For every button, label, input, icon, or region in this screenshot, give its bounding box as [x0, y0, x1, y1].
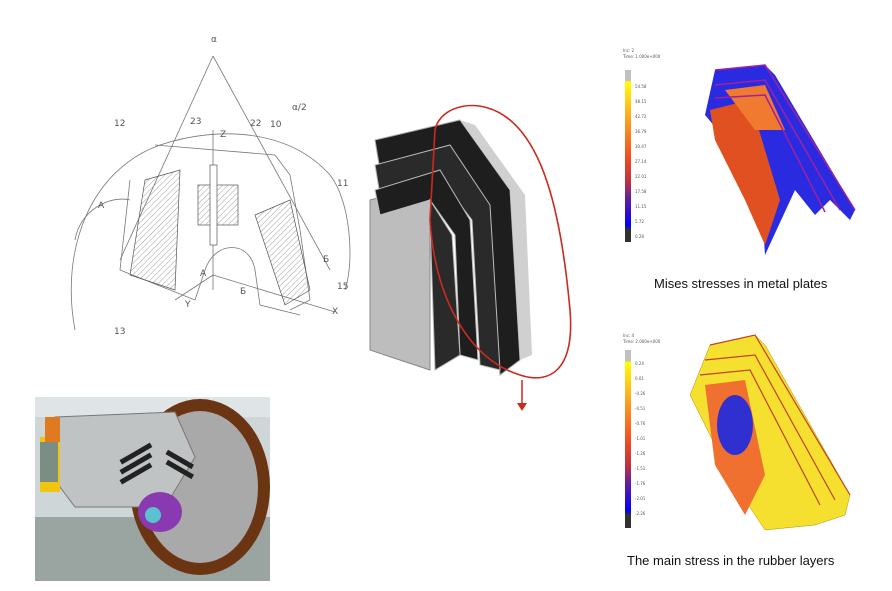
label-alpha: α — [211, 35, 217, 45]
label-alpha-half: α/2 — [292, 103, 307, 113]
fem-rubber-layers: Inc: 4 Time: 2.000e+000 0.24 0.01 -0.26 -0.… — [622, 333, 851, 531]
legend-tick: -1.26 — [635, 451, 646, 456]
base-plate — [369, 184, 431, 371]
label-z: Z — [220, 130, 226, 140]
fem-header-time: Time: 2.000e+000 — [622, 339, 661, 344]
label-12: 12 — [114, 119, 125, 129]
legend-tick: -2.26 — [635, 511, 646, 516]
legend-tick: 54.58 — [635, 84, 647, 89]
legend-tick: 27.14 — [635, 159, 647, 164]
label-a1: A — [98, 201, 105, 211]
legend-tick: 0.24 — [635, 361, 644, 366]
suspension-render — [35, 397, 270, 581]
rubber-stack-left — [129, 169, 181, 291]
legend-tick: -1.76 — [635, 481, 646, 486]
legend-tick: -1.51 — [635, 466, 646, 471]
label-11: 11 — [337, 179, 348, 189]
legend-tick: -0.26 — [635, 391, 646, 396]
legend-tick: 30.47 — [635, 144, 647, 149]
pin — [209, 164, 218, 246]
fem-header-inc: Inc: 2 — [623, 48, 635, 53]
center-block — [197, 184, 239, 226]
label-13: 13 — [114, 327, 125, 337]
label-y: Y — [184, 300, 191, 310]
rubber-stack — [119, 442, 194, 485]
color-scale — [625, 350, 631, 528]
label-22: 22 — [250, 119, 261, 129]
legend-tick: 5.72 — [635, 219, 644, 224]
legend-tick: 48.15 — [635, 99, 647, 104]
highlight-outline — [429, 104, 572, 379]
technical-drawing: α α/2 12 23 Z 22 10 11 A A Б Б 15 13 Y X — [70, 35, 351, 337]
label-x: X — [332, 307, 338, 317]
legend-tick: -2.01 — [635, 496, 646, 501]
legend-tick: 42.72 — [635, 114, 647, 119]
legend-tick: 11.15 — [635, 204, 647, 209]
legend-tick: 0.01 — [635, 376, 644, 381]
legend-tick: -0.51 — [635, 406, 646, 411]
legend-tick: -1.01 — [635, 436, 646, 441]
rubber-stack-right — [254, 199, 311, 306]
legend-tick: 17.58 — [635, 189, 647, 194]
layered-bearing-model — [369, 104, 572, 411]
fem-metal-plates: Inc: 2 Time: 1.000e+000 54.58 48.15 42.72 3… — [622, 48, 856, 255]
legend-tick: 0.28 — [635, 234, 644, 239]
rubber-layers — [374, 119, 521, 376]
fem-header-time: Time: 1.000e+000 — [622, 54, 661, 59]
label-b2: Б — [323, 255, 329, 265]
legend-tick: 22.01 — [635, 174, 647, 179]
label-15: 15 — [337, 282, 348, 292]
legend-tick: 36.79 — [635, 129, 647, 134]
color-scale — [625, 70, 631, 242]
fem-header-inc: Inc: 4 — [623, 333, 635, 338]
arrow-down-icon — [517, 403, 527, 411]
label-10: 10 — [270, 120, 282, 130]
legend-tick: -0.76 — [635, 421, 646, 426]
caption-rubber: The main stress in the rubber layers — [627, 553, 835, 568]
label-b1: Б — [240, 287, 246, 297]
label-23: 23 — [190, 117, 201, 127]
caption-mises: Mises stresses in metal plates — [654, 276, 828, 291]
label-a2: A — [200, 269, 207, 279]
